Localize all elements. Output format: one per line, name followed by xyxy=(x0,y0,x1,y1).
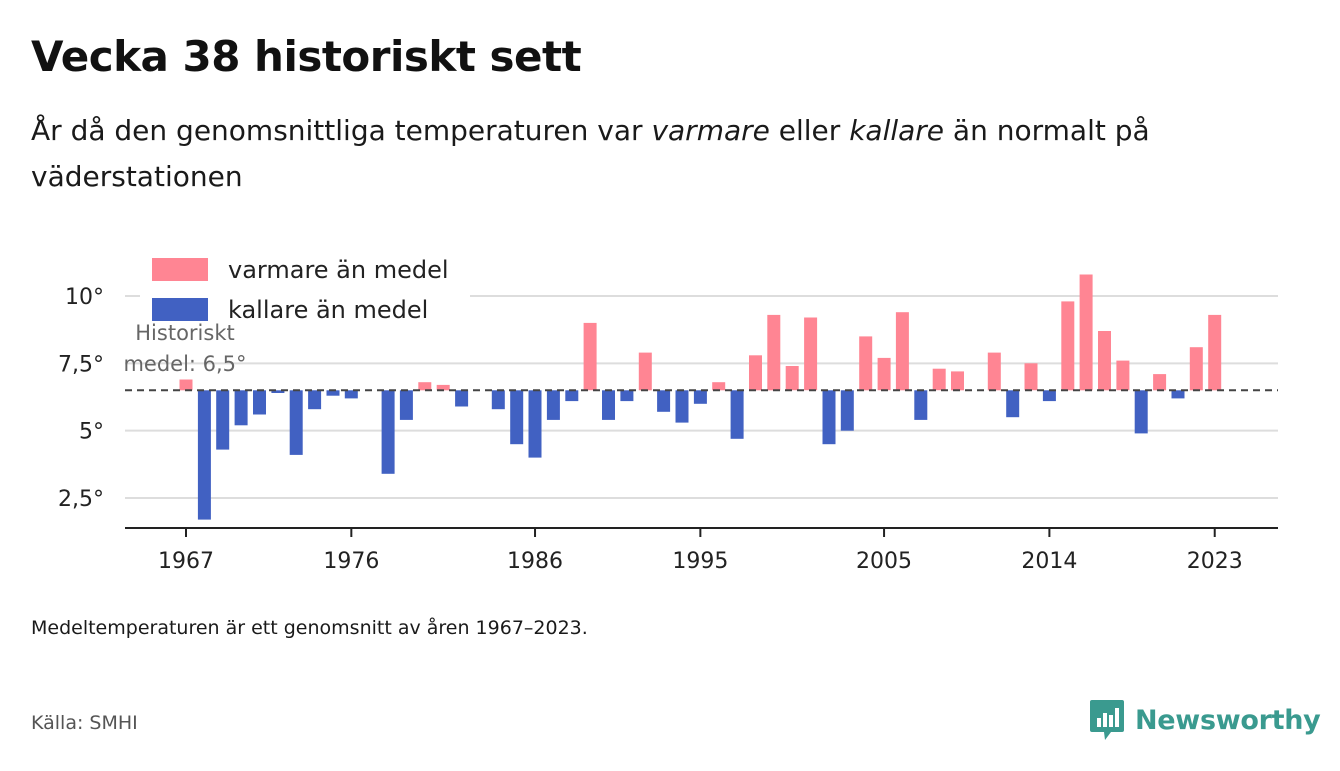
bar-warm xyxy=(1024,363,1038,391)
legend-label-cold: kallare än medel xyxy=(228,296,428,324)
bar-cold xyxy=(510,390,524,445)
bar-cold xyxy=(1134,390,1148,434)
bar-warm xyxy=(951,371,964,391)
bar-warm xyxy=(179,379,193,391)
bars xyxy=(179,274,1222,520)
bar-cold xyxy=(840,390,854,431)
y-tick-label: 2,5° xyxy=(58,487,104,512)
bar-cold xyxy=(289,390,303,455)
bar-cold xyxy=(381,390,395,474)
x-tick-label: 2005 xyxy=(856,549,912,574)
bar-warm xyxy=(1079,274,1093,391)
bar-cold xyxy=(491,390,505,410)
bar-warm xyxy=(712,382,726,391)
bar-warm xyxy=(767,314,781,391)
x-axis: 1967 1976 1986 1995 2005 2014 2023 xyxy=(125,527,1278,574)
bar-warm xyxy=(1189,347,1203,391)
brand-logo: Newsworthy xyxy=(1089,698,1321,742)
bar-cold xyxy=(602,390,615,420)
x-tick-label: 2023 xyxy=(1187,549,1243,574)
bar-cold xyxy=(565,390,579,402)
bar-warm xyxy=(436,384,450,391)
footnote: Medeltemperaturen är ett genomsnitt av å… xyxy=(31,617,588,639)
bar-warm xyxy=(1153,374,1167,391)
bar-warm xyxy=(804,317,818,391)
y-tick-label: 5° xyxy=(79,420,104,445)
bar-cold xyxy=(234,390,248,426)
bar-warm xyxy=(1061,301,1075,391)
chart-subtitle: År då den genomsnittliga temperaturen va… xyxy=(31,108,1251,200)
legend-swatch-warm xyxy=(152,258,208,281)
y-axis-tick-labels: 2,5° 5° 7,5° 10° xyxy=(58,285,104,512)
bar-warm xyxy=(895,312,909,391)
bar-warm xyxy=(859,336,873,391)
bar-cold xyxy=(399,390,413,420)
bar-cold xyxy=(914,390,928,420)
bar-cold xyxy=(1042,390,1056,402)
y-tick-label: 10° xyxy=(65,285,104,310)
bar-warm xyxy=(418,382,432,391)
bar-chart: 2,5° 5° 7,5° 10° 1967 1976 1986 1995 2005 2014 20… xyxy=(58,247,1278,574)
bar-cold xyxy=(620,390,634,402)
bar-cold xyxy=(216,390,230,450)
x-tick-label: 1986 xyxy=(507,549,563,574)
x-tick-label: 1995 xyxy=(672,549,728,574)
bar-warm xyxy=(1098,331,1111,391)
baseline-annotation: Historiskt medel: 6,5° xyxy=(123,321,246,376)
subtitle-text-start: År då den genomsnittliga temperaturen va… xyxy=(31,114,652,147)
subtitle-text-end: än normalt på väderstationen xyxy=(31,114,1150,193)
subtitle-warm-word: varmare xyxy=(651,114,770,147)
bar-warm xyxy=(583,322,597,391)
x-tick-label: 1976 xyxy=(323,549,379,574)
bar-cold xyxy=(657,390,671,412)
bar-cold xyxy=(822,390,836,445)
brand-name: Newsworthy xyxy=(1135,704,1321,736)
legend-label-warm: varmare än medel xyxy=(228,256,449,284)
bar-cold xyxy=(308,390,322,410)
bar-cold xyxy=(528,390,542,458)
bar-cold xyxy=(271,390,285,393)
x-tick-label: 2014 xyxy=(1021,549,1077,574)
bar-cold xyxy=(693,390,707,404)
bar-cold xyxy=(253,390,266,415)
subtitle-text-mid: eller xyxy=(769,114,850,147)
subtitle-cold-word: kallare xyxy=(849,114,945,147)
bar-warm xyxy=(749,355,762,391)
bar-warm xyxy=(987,352,1001,391)
bar-warm xyxy=(877,357,891,391)
bar-warm xyxy=(638,352,652,391)
bar-warm xyxy=(785,366,799,391)
bar-cold xyxy=(1171,390,1185,399)
legend-swatch-cold xyxy=(152,298,208,321)
bar-cold xyxy=(455,390,469,407)
x-tick-label: 1967 xyxy=(158,549,214,574)
bar-cold xyxy=(730,390,744,439)
legend: varmare än medel kallare än medel xyxy=(140,247,470,324)
bar-cold xyxy=(675,390,689,423)
y-tick-label: 7,5° xyxy=(58,352,104,377)
bar-cold xyxy=(546,390,560,420)
baseline-label-line1: Historiskt xyxy=(135,321,234,345)
chart-title: Vecka 38 historiskt sett xyxy=(31,32,582,81)
source-label: Källa: SMHI xyxy=(31,712,138,734)
bar-chart-speech-bubble-icon xyxy=(1090,700,1124,740)
bar-cold xyxy=(1006,390,1020,418)
bar-cold xyxy=(197,390,211,520)
bar-cold xyxy=(326,390,340,396)
bar-cold xyxy=(344,390,358,399)
baseline-label-line2: medel: 6,5° xyxy=(123,352,246,376)
bar-warm xyxy=(932,368,946,391)
bar-warm xyxy=(1208,314,1222,391)
bar-warm xyxy=(1116,360,1130,391)
